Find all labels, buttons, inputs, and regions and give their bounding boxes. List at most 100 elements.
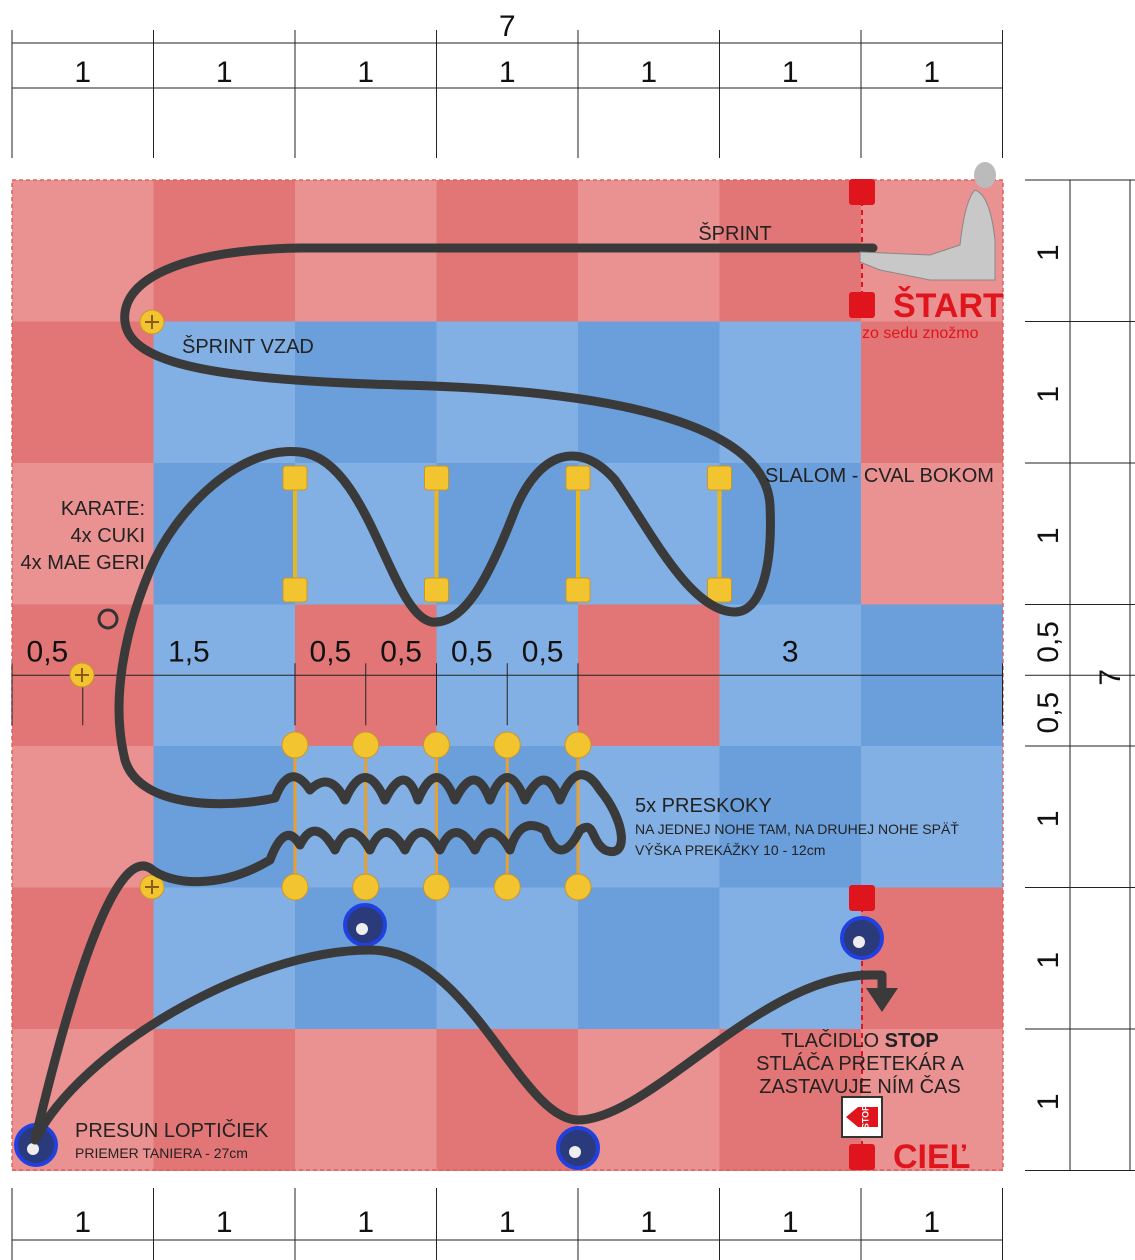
mat-blue — [719, 463, 862, 605]
hurdle-base — [564, 731, 592, 759]
hurdle-base — [564, 873, 592, 901]
hurdle-base — [281, 731, 309, 759]
jumps-height: VÝŠKA PREKÁŽKY 10 - 12cm — [635, 842, 825, 858]
slalom-cone — [707, 577, 732, 603]
hurdle-base — [281, 873, 309, 901]
stop-emphasis: STOP — [885, 1030, 939, 1052]
dimension-label: 0,5 — [380, 635, 422, 668]
karate-title: KARATE: — [61, 498, 145, 520]
mat-red — [153, 1029, 296, 1171]
stop-button-label: STOP — [860, 1105, 870, 1129]
stop-prefix: TLAČIDLO — [781, 1029, 879, 1052]
mat-blue — [578, 746, 720, 888]
gate-cone — [849, 885, 875, 911]
mat-red — [295, 1029, 437, 1171]
dimension-label: 1 — [1032, 1093, 1065, 1110]
slalom-cone — [707, 465, 732, 491]
hurdle-base — [493, 731, 521, 759]
mat-blue — [436, 887, 579, 1030]
mat-blue — [295, 463, 437, 605]
mat-blue — [719, 746, 862, 888]
dimension-label: 0,5 — [1032, 621, 1065, 663]
ball — [27, 1143, 39, 1155]
dimension-label: 0,5 — [522, 635, 564, 668]
dimension-label: 1 — [357, 56, 374, 89]
dimension-label: 0,5 — [27, 635, 69, 668]
dimension-label: 1 — [782, 1206, 799, 1239]
gate-cone — [849, 179, 875, 205]
mat-blue — [295, 321, 437, 464]
hurdle-base — [352, 873, 380, 901]
dimensions: 7 1 1 1 1 1 1 1 1 1 1 1 1 1 1 1 1 1 0,5 0,5 1 1 1 7 0,5 1,5 0,5 0,5… — [11, 10, 1135, 1260]
jumps-note: NA JEDNEJ NOHE TAM, NA DRUHEJ NOHE SPÄŤ — [635, 821, 959, 837]
slalom-cone — [282, 577, 308, 603]
dimension-label: 1 — [499, 1206, 516, 1239]
hurdle-base — [423, 731, 450, 759]
mat-blue — [578, 321, 720, 464]
mat-red — [12, 321, 154, 464]
dimension-label: 1 — [1032, 810, 1065, 827]
dimension-label: 1 — [782, 56, 799, 89]
mat-red — [861, 463, 1003, 605]
finish-label: CIEĽ — [893, 1138, 970, 1176]
ball — [853, 936, 865, 948]
gate-cone — [849, 1144, 875, 1170]
stop-title: TLAČIDLO STOP — [781, 1029, 938, 1052]
sprint-label: ŠPRINT — [698, 222, 771, 245]
karate-line: 4x CUKI — [71, 525, 145, 547]
mat-blue — [719, 321, 862, 464]
dimension-label: 1 — [1032, 244, 1065, 261]
dimension-label: 3 — [782, 635, 799, 668]
jumps-label: 5x PRESKOKY — [635, 795, 772, 817]
dimension-label: 1 — [640, 1206, 657, 1239]
dimension-label: 7 — [1094, 669, 1127, 686]
slalom-cone — [282, 465, 308, 491]
plate-label: PRIEMER TANIERA - 27cm — [75, 1145, 248, 1161]
mat-blue — [578, 887, 720, 1030]
stop-line: ZASTAVUJE NÍM ČAS — [759, 1075, 961, 1098]
path-line — [30, 243, 887, 1145]
athlete-figure — [859, 162, 996, 281]
mat-red — [719, 1029, 862, 1171]
dimension-label: 1 — [357, 1206, 374, 1239]
dimension-label: 1 — [923, 1206, 940, 1239]
turn-marker-cross — [145, 315, 159, 329]
dimension-label: 1 — [74, 56, 91, 89]
dimension-label: 1,5 — [168, 635, 210, 668]
balls-label: PRESUN LOPTIČIEK — [75, 1119, 269, 1142]
slalom-cone — [565, 465, 591, 491]
gate-cone — [849, 292, 875, 318]
slalom-cone — [565, 577, 591, 603]
karate-marker — [97, 608, 119, 630]
mat-blue — [153, 746, 296, 888]
dimension-label: 1 — [640, 56, 657, 89]
turn-marker-cross — [145, 880, 159, 894]
ball — [356, 923, 368, 935]
dimension-label: 7 — [499, 10, 516, 43]
finish-arrow — [866, 988, 898, 1012]
dimension-label: 0,5 — [310, 635, 352, 668]
sprint-back-label: ŠPRINT VZAD — [182, 335, 314, 358]
dimension-label: 1 — [74, 1206, 91, 1239]
course-path — [30, 243, 887, 1145]
start-label: ŠTART — [893, 286, 1004, 325]
dimension-label: 1 — [923, 56, 940, 89]
dimension-label: 1 — [216, 56, 233, 89]
mat-red — [12, 463, 154, 605]
mat-blue — [153, 321, 296, 464]
dimension-label: 1 — [216, 1206, 233, 1239]
stop-button: STOP — [841, 1096, 883, 1138]
dimension-label: 0,5 — [451, 635, 493, 668]
dimension-label: 1 — [1032, 952, 1065, 969]
dimension-label: 1 — [1032, 386, 1065, 403]
hurdle-base — [493, 873, 521, 901]
mat-red — [861, 1029, 1003, 1171]
mat-blue — [719, 887, 862, 1030]
dimension-label: 1 — [499, 56, 516, 89]
mat-red — [861, 321, 1003, 464]
ball — [569, 1146, 581, 1158]
start-note: zo sedu znožmo — [862, 325, 979, 342]
dimension-label: 1 — [1032, 527, 1065, 544]
karate-line: 4x MAE GERI — [21, 552, 145, 574]
